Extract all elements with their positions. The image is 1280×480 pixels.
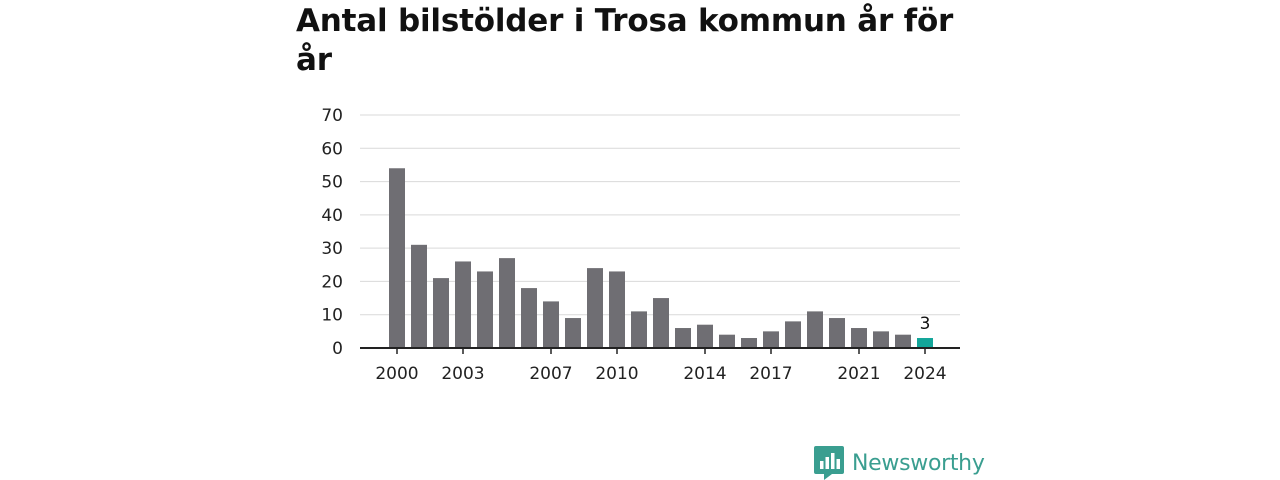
bar-2006 — [521, 288, 537, 348]
bar-2023 — [895, 334, 911, 348]
chart-title: Antal bilstölder i Trosa kommun år för å… — [296, 3, 954, 78]
gridlines — [360, 114, 960, 316]
bar-2022 — [873, 331, 889, 348]
bar-2016 — [741, 338, 757, 348]
y-tick-label: 60 — [321, 139, 343, 159]
bar-2008 — [565, 318, 581, 348]
bar-2017 — [763, 331, 779, 348]
bar-2015 — [719, 334, 735, 348]
y-tick-label: 0 — [332, 339, 343, 359]
y-tick-label: 70 — [321, 106, 343, 126]
bar-2014 — [697, 324, 713, 348]
bar-2000 — [389, 168, 405, 348]
y-tick-label: 50 — [321, 173, 343, 193]
x-tick-label: 2014 — [683, 364, 726, 384]
data-label: 3 — [920, 314, 931, 334]
bar-2003 — [455, 261, 471, 348]
bar-2018 — [785, 321, 801, 348]
data-labels: 3 — [920, 314, 931, 334]
bar-2007 — [543, 301, 559, 348]
x-tick-label: 2017 — [749, 364, 792, 384]
bar-2004 — [477, 271, 493, 348]
newsworthy-icon — [814, 446, 844, 480]
bar-2013 — [675, 328, 691, 348]
y-tick-label: 10 — [321, 306, 343, 326]
y-axis-ticks: 0 10 20 30 40 50 60 70 — [321, 106, 343, 359]
bar-2009 — [587, 268, 603, 348]
y-tick-label: 20 — [321, 272, 343, 292]
bar-2020 — [829, 318, 845, 348]
x-tick-label: 2010 — [595, 364, 638, 384]
bar-2002 — [433, 278, 449, 348]
brand-name: Newsworthy — [852, 450, 985, 476]
y-tick-label: 40 — [321, 206, 343, 226]
x-axis-ticks: 2000 2003 2007 2010 2014 2017 2021 2024 — [375, 348, 947, 384]
bars — [389, 168, 933, 348]
newsworthy-logo: Newsworthy — [814, 446, 985, 480]
x-tick-label: 2021 — [837, 364, 880, 384]
y-tick-label: 30 — [321, 239, 343, 259]
x-tick-label: 2003 — [441, 364, 484, 384]
bar-2019 — [807, 311, 823, 348]
x-tick-label: 2024 — [903, 364, 946, 384]
bar-2010 — [609, 271, 625, 348]
bar-2024 — [917, 338, 933, 348]
bar-2021 — [851, 328, 867, 348]
bar-2012 — [653, 298, 669, 348]
bar-2001 — [411, 244, 427, 348]
x-tick-label: 2000 — [375, 364, 418, 384]
x-tick-label: 2007 — [529, 364, 572, 384]
bar-2005 — [499, 258, 515, 348]
bar-2011 — [631, 311, 647, 348]
